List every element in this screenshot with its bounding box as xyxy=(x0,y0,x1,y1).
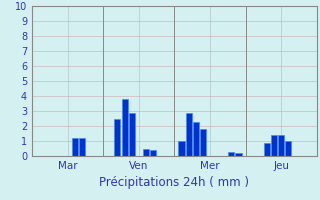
Bar xyxy=(143,148,149,156)
Bar xyxy=(228,152,234,156)
Bar xyxy=(72,138,78,156)
Bar xyxy=(179,141,185,156)
Bar xyxy=(129,112,135,156)
Bar xyxy=(236,153,242,156)
Bar xyxy=(200,129,206,156)
Bar xyxy=(278,135,284,156)
Bar xyxy=(264,142,270,156)
Bar xyxy=(79,138,85,156)
Bar xyxy=(193,121,199,156)
Bar xyxy=(186,112,192,156)
Bar xyxy=(150,150,156,156)
Bar xyxy=(115,118,120,156)
Bar xyxy=(122,99,128,156)
X-axis label: Précipitations 24h ( mm ): Précipitations 24h ( mm ) xyxy=(100,176,249,189)
Bar xyxy=(271,135,277,156)
Bar xyxy=(285,141,291,156)
